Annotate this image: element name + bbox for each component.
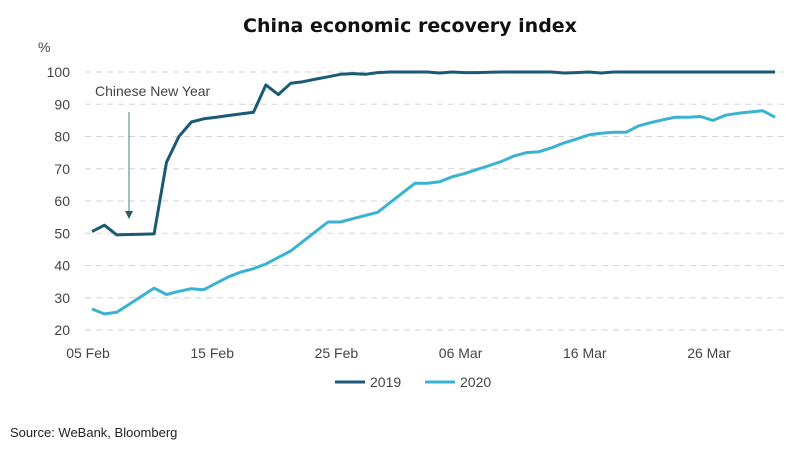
source-note: Source: WeBank, Bloomberg: [10, 425, 178, 440]
x-tick-label: 15 Feb: [190, 345, 234, 361]
y-tick-label: 80: [54, 129, 70, 145]
y-tick-label: 90: [54, 96, 70, 112]
legend-label-2019: 2019: [370, 374, 401, 390]
y-tick-label: 20: [54, 322, 70, 338]
x-tick-label: 25 Feb: [315, 345, 359, 361]
y-tick-label: 30: [54, 290, 70, 306]
x-tick-label: 16 Mar: [563, 345, 607, 361]
y-tick-label: 60: [54, 193, 70, 209]
x-tick-label: 26 Mar: [687, 345, 731, 361]
annotation-arrow-head: [125, 211, 133, 219]
legend-label-2020: 2020: [460, 374, 491, 390]
y-tick-label: 50: [54, 225, 70, 241]
x-tick-label: 05 Feb: [66, 345, 110, 361]
y-tick-label: 40: [54, 258, 70, 274]
x-tick-label: 06 Mar: [439, 345, 483, 361]
series-line-2020: [91, 109, 776, 316]
annotation-label: Chinese New Year: [95, 83, 211, 99]
y-tick-label: 70: [54, 161, 70, 177]
y-axis-label: %: [38, 39, 50, 55]
chart-title: China economic recovery index: [243, 15, 577, 37]
series-line-2019: [91, 70, 776, 237]
y-tick-label: 100: [47, 64, 71, 80]
